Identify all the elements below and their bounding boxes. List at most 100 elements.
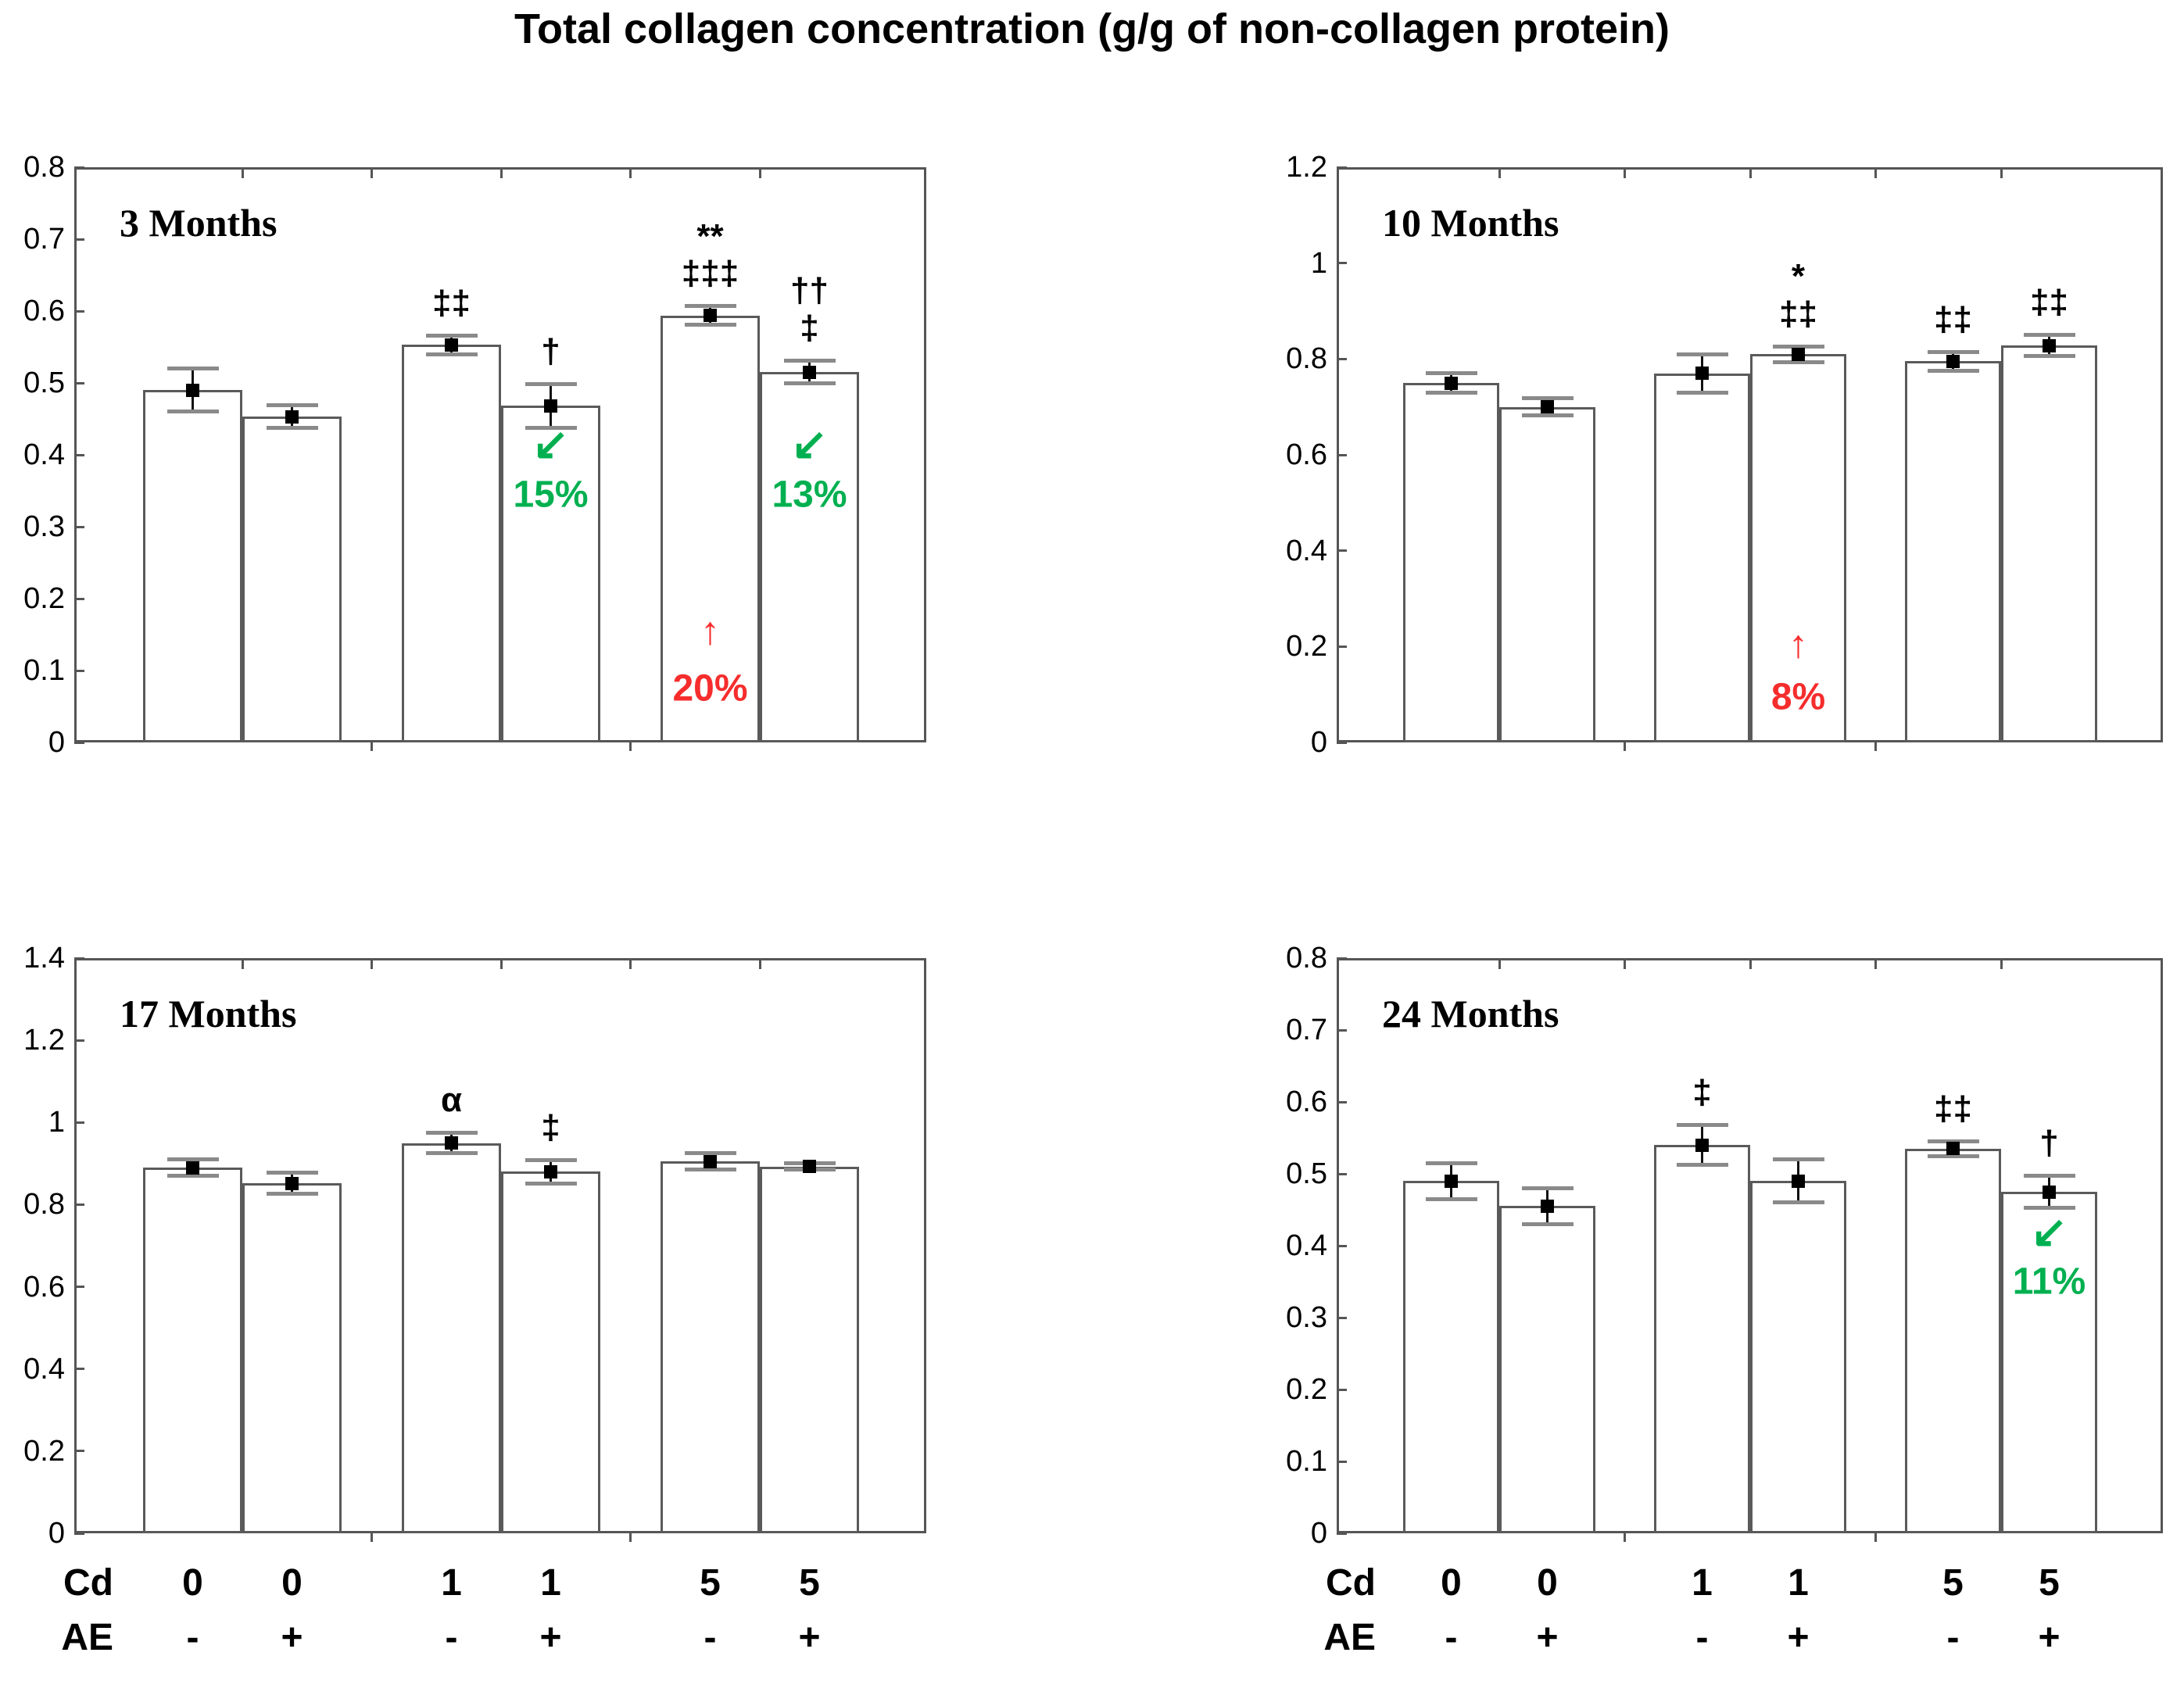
error-bar-cap-top [2023, 333, 2075, 338]
percent-change-label: 15% [513, 474, 589, 516]
top-axis-tick [1624, 167, 1626, 178]
cd-value: 5 [799, 1562, 820, 1604]
y-axis-tick [1337, 1388, 1347, 1391]
top-axis-tick [241, 167, 244, 178]
bar-cd5-ae+ [760, 372, 859, 742]
significance-annotation: α [441, 1082, 462, 1119]
bar-cd0-ae- [1403, 1181, 1499, 1533]
y-tick-label: 0 [48, 726, 65, 759]
y-tick-label: 1.2 [1286, 151, 1327, 184]
mean-marker [803, 365, 816, 379]
y-axis-tick [74, 309, 84, 313]
cd-value: 5 [2039, 1562, 2060, 1604]
cd-value: 1 [441, 1562, 462, 1604]
mean-marker [445, 1136, 458, 1150]
top-axis-tick [2000, 167, 2003, 178]
panel-17-months: 0 0.2 0.4 0.6 0.8 1 1.2 1.4 17 Months α ‡ [23, 942, 926, 1550]
mean-marker [704, 309, 717, 323]
y-axis-tick [74, 669, 84, 672]
bottom-axis-tick [1624, 740, 1626, 751]
y-axis-tick [74, 381, 84, 384]
percent-change-label: 8% [1770, 676, 1826, 718]
significance-symbol: † [2039, 1124, 2059, 1163]
y-tick-label: 0.1 [1286, 1445, 1327, 1478]
error-bar-cap-bottom [2023, 1205, 2075, 1210]
error-bar-cap-bottom [266, 1191, 318, 1196]
mean-marker [1946, 1142, 1960, 1156]
error-bar-cap-top [425, 333, 478, 338]
error-bar-cap-bottom [1521, 1221, 1574, 1226]
bar-cd5-ae- [661, 315, 760, 742]
bar-cd0-ae- [143, 1168, 242, 1533]
top-axis-tick [371, 958, 373, 969]
y-tick-label: 1.2 [23, 1024, 65, 1057]
mean-marker [445, 338, 458, 352]
significance-annotation: † [2039, 1125, 2058, 1162]
y-tick-label: 0.3 [23, 510, 65, 543]
error-bar-cap-top [1521, 1186, 1574, 1190]
y-tick-label: 0 [48, 1517, 65, 1550]
error-bar-cap-bottom [525, 1181, 577, 1186]
mean-marker [544, 399, 557, 413]
bar-cd1-ae- [402, 345, 501, 742]
significance-symbol: ‡‡‡ [681, 254, 739, 293]
ae-value: + [2038, 1617, 2060, 1658]
top-axis-tick [1498, 167, 1501, 178]
y-axis-tick [74, 1121, 84, 1124]
y-tick-label: 0.5 [1286, 1157, 1327, 1190]
error-bar-cap-bottom [783, 381, 836, 386]
mean-marker [1541, 1199, 1554, 1213]
y-axis-tick [1337, 262, 1347, 265]
bar-cd5-ae+ [760, 1166, 859, 1533]
y-tick-label: 0.5 [23, 367, 65, 399]
error-bar-cap-bottom [1676, 390, 1728, 395]
increase-arrow-icon: ↑ [700, 609, 720, 653]
panel-title: 24 Months [1382, 992, 1559, 1035]
y-tick-label: 0.6 [23, 295, 65, 327]
error-bar-cap-bottom [1521, 413, 1574, 418]
error-bar-cap-top [684, 304, 736, 309]
significance-symbol: ‡‡ [2030, 283, 2068, 322]
y-tick-label: 1.4 [23, 942, 65, 975]
top-axis-tick [1498, 958, 1501, 969]
y-tick-label: 0.8 [23, 1188, 65, 1221]
mean-marker [1792, 1174, 1805, 1188]
cd-value: 5 [700, 1562, 721, 1604]
panel-title: 17 Months [120, 992, 297, 1035]
y-tick-label: 0.8 [23, 151, 65, 184]
top-axis-tick [629, 958, 632, 969]
significance-annotation: ‡‡ [1934, 1090, 1972, 1128]
significance-symbol: α [440, 1080, 463, 1119]
error-bar-cap-top [525, 382, 577, 387]
ae-value: - [1946, 1617, 1960, 1658]
mean-marker [1445, 1174, 1458, 1188]
bar-cd1-ae- [1654, 1145, 1750, 1533]
panel-3-months: 0 0.1 0.2 0.3 0.4 0.5 0.6 0.7 0.8 3 Months ‡‡ † ** ‡‡… [23, 151, 926, 759]
mean-marker [186, 1161, 199, 1175]
error-bar-cap-bottom [166, 1174, 219, 1178]
y-axis-tick [74, 525, 84, 528]
top-axis-tick [758, 958, 761, 969]
y-axis-tick [74, 453, 84, 456]
error-bar-cap-top [1676, 1122, 1728, 1127]
error-bar-cap-bottom [1772, 1200, 1824, 1205]
y-axis-tick [1337, 1172, 1347, 1175]
error-bar-cap-top [525, 1158, 577, 1163]
y-axis-tick [1337, 453, 1347, 456]
cd-row-label: Cd [63, 1562, 113, 1604]
bar-cd0-ae+ [1499, 406, 1595, 742]
bar-cd5-ae- [1905, 1148, 2001, 1533]
ae-value: - [704, 1617, 717, 1658]
error-bar-cap-bottom [166, 410, 219, 414]
panel-24-months: 0 0.1 0.2 0.3 0.4 0.5 0.6 0.7 0.8 24 Months ‡ ‡‡ † ↙ 1… [1286, 942, 2163, 1550]
ae-value: + [1787, 1617, 1810, 1658]
y-tick-label: 0.7 [1286, 1014, 1327, 1046]
error-bar-cap-bottom [1927, 1153, 1979, 1158]
y-axis-tick [1337, 1100, 1347, 1103]
top-axis-tick [371, 167, 373, 178]
y-axis-tick [74, 238, 84, 241]
ae-value: - [1695, 1617, 1709, 1658]
y-axis-tick [1337, 957, 1347, 960]
mean-marker [544, 1164, 557, 1178]
mean-marker [1946, 354, 1960, 368]
